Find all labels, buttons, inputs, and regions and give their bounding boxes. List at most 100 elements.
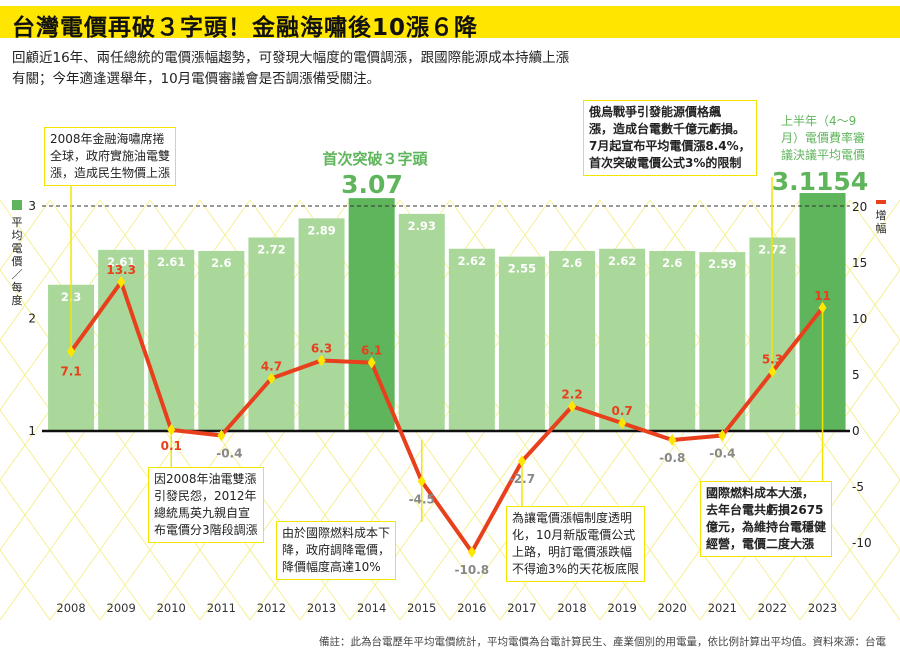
bar-value-label: 2.62: [608, 254, 636, 268]
line-point-2015: [417, 475, 426, 488]
line-point-2017: [517, 455, 526, 468]
left-axis-label-char: 電: [12, 242, 23, 255]
right-axis-tick: 15: [852, 256, 867, 270]
bar-2021: [699, 252, 746, 431]
line-value-label: 4.7: [261, 359, 282, 373]
line-point-2022: [768, 365, 777, 378]
bar-value-label: 2.72: [257, 243, 285, 257]
line-value-label: -10.8: [455, 563, 490, 577]
x-axis-tick: 2022: [758, 601, 787, 615]
right-axis-tick: 5: [852, 368, 860, 382]
right-axis-legend-swatch: [876, 200, 886, 204]
left-axis-tick: 1: [28, 424, 36, 438]
left-axis-label-char: 每: [12, 280, 23, 294]
line-point-2023: [818, 301, 827, 314]
line-value-label: -0.8: [659, 451, 685, 465]
bar-value-label: 2.6: [562, 256, 582, 270]
bar-2013: [298, 218, 345, 431]
line-point-2010: [167, 423, 176, 436]
bar-2020: [649, 251, 696, 431]
annotation-2023: 國際燃料成本大漲， 去年台電共虧損2675 億元，為維持台電穩健 經營，電價二度…: [700, 481, 833, 557]
line-point-2012: [267, 372, 276, 385]
line-point-2014: [367, 356, 376, 369]
line-value-label: 11: [814, 289, 831, 303]
bar-2012: [248, 237, 295, 431]
line-value-label: -0.4: [709, 446, 735, 460]
line-value-label: 0.1: [161, 439, 182, 453]
line-point-2018: [568, 400, 577, 413]
page-subtitle: 回顧近16年、兩任總統的電價漲幅趨勢，可發現大幅度的電價調漲，跟國際能源成本持續…: [12, 50, 570, 87]
bar-2019: [599, 248, 646, 431]
bar-2014: [348, 198, 395, 431]
left-axis-tick: 2: [28, 312, 36, 326]
annotation-2015: 由於國際燃料成本下 降，政府調降電價， 降價幅度高達10%: [276, 521, 397, 580]
line-value-label: -0.4: [216, 446, 242, 460]
line-point-2016: [467, 545, 476, 558]
x-axis-tick: 2012: [257, 601, 286, 615]
bar-2016: [448, 248, 495, 431]
annotation-2009: 因2008年油電雙漲 引發民怨，2012年 總統馬英九親自宣 布電價分3階段調漲: [148, 467, 264, 543]
line-point-2020: [668, 433, 677, 446]
annotation-2017: 為讓電價漲幅制度透明 化，10月新版電價公式 上路，明訂電價漲跌幅 不得逾3%的…: [506, 506, 646, 582]
h1-note: 上半年（4～9月）電價費率審議決議平均電價: [781, 114, 866, 162]
x-axis-tick: 2018: [557, 601, 586, 615]
annotation-2022: 俄烏戰爭引發能源價格飆 漲，造成台電數千億元虧損。 7月起宣布平均電價漲8.4%…: [583, 100, 757, 176]
x-axis-tick: 2016: [457, 601, 486, 615]
x-axis-tick: 2021: [708, 601, 737, 615]
x-axis-tick: 2019: [608, 601, 637, 615]
right-axis-tick: -5: [852, 480, 864, 494]
bar-value-label: 2.6: [211, 256, 231, 270]
left-axis-label-char: 度: [12, 293, 23, 307]
bar-2010: [148, 249, 195, 431]
line-value-label: -4.5: [409, 492, 435, 506]
right-axis-tick: 20: [852, 200, 867, 214]
annotation-2008: 2008年金融海嘯席捲 全球，政府實施油電雙 漲，造成民生物價上漲: [44, 127, 177, 186]
x-axis-tick: 2020: [658, 601, 687, 615]
bar-value-label: 2.55: [508, 262, 536, 276]
line-value-label: 0.7: [612, 404, 633, 418]
bar-2017: [498, 256, 545, 431]
left-axis-label-char: 價: [12, 254, 23, 268]
bar-value-label: 2.89: [307, 223, 335, 237]
line-point-2011: [217, 429, 226, 442]
line-value-label: 6.3: [311, 341, 332, 355]
line-series: [69, 280, 825, 554]
line-value-label: 2.2: [561, 387, 582, 401]
x-axis-tick: 2011: [207, 601, 236, 615]
first-break-label: 首次突破３字頭: [322, 150, 428, 168]
bar-2011: [198, 251, 245, 431]
line-point-2019: [618, 417, 627, 430]
x-axis-tick: 2009: [107, 601, 136, 615]
right-axis-tick: 10: [852, 312, 867, 326]
line-value-label: 13.3: [106, 263, 136, 277]
line-value-label: -2.7: [509, 472, 535, 486]
x-axis-tick: 2010: [157, 601, 186, 615]
x-axis-tick: 2017: [507, 601, 536, 615]
bar-2015: [398, 213, 445, 431]
x-axis-tick: 2008: [56, 601, 85, 615]
right-axis-label-char: 增: [876, 208, 887, 222]
line-value-label: 5.3: [762, 353, 783, 367]
title-bar: [0, 6, 900, 38]
h1-value: 3.1154: [771, 167, 869, 196]
line-point-2008: [67, 345, 76, 358]
line-point-2013: [317, 354, 326, 367]
line-value-label: 7.1: [60, 364, 81, 378]
page-title: 台灣電價再破３字頭！金融海嘯後10漲６降: [12, 15, 479, 41]
first-break-value: 3.07: [341, 170, 403, 199]
line-point-2009: [117, 276, 126, 289]
right-axis-tick: -10: [852, 536, 872, 550]
right-axis-tick: 0: [852, 424, 860, 438]
footnote: 備註：此為台電歷年平均電價統計，平均電價為台電計算民生、產業個別的用電量，依比例…: [319, 636, 886, 648]
x-axis-tick: 2014: [357, 601, 386, 615]
line-value-label: 6.1: [361, 344, 382, 358]
bar-value-label: 2.62: [458, 254, 486, 268]
bar-value-label: 2.93: [408, 219, 436, 233]
left-axis-tick: 3: [28, 199, 36, 213]
x-axis-tick: 2015: [407, 601, 436, 615]
bar-value-label: 2.61: [157, 255, 185, 269]
bar-value-label: 2.61: [107, 255, 135, 269]
left-axis-legend-swatch: [12, 200, 22, 210]
x-axis-tick: 2023: [808, 601, 837, 615]
bar-value-label: 2.59: [708, 257, 736, 271]
